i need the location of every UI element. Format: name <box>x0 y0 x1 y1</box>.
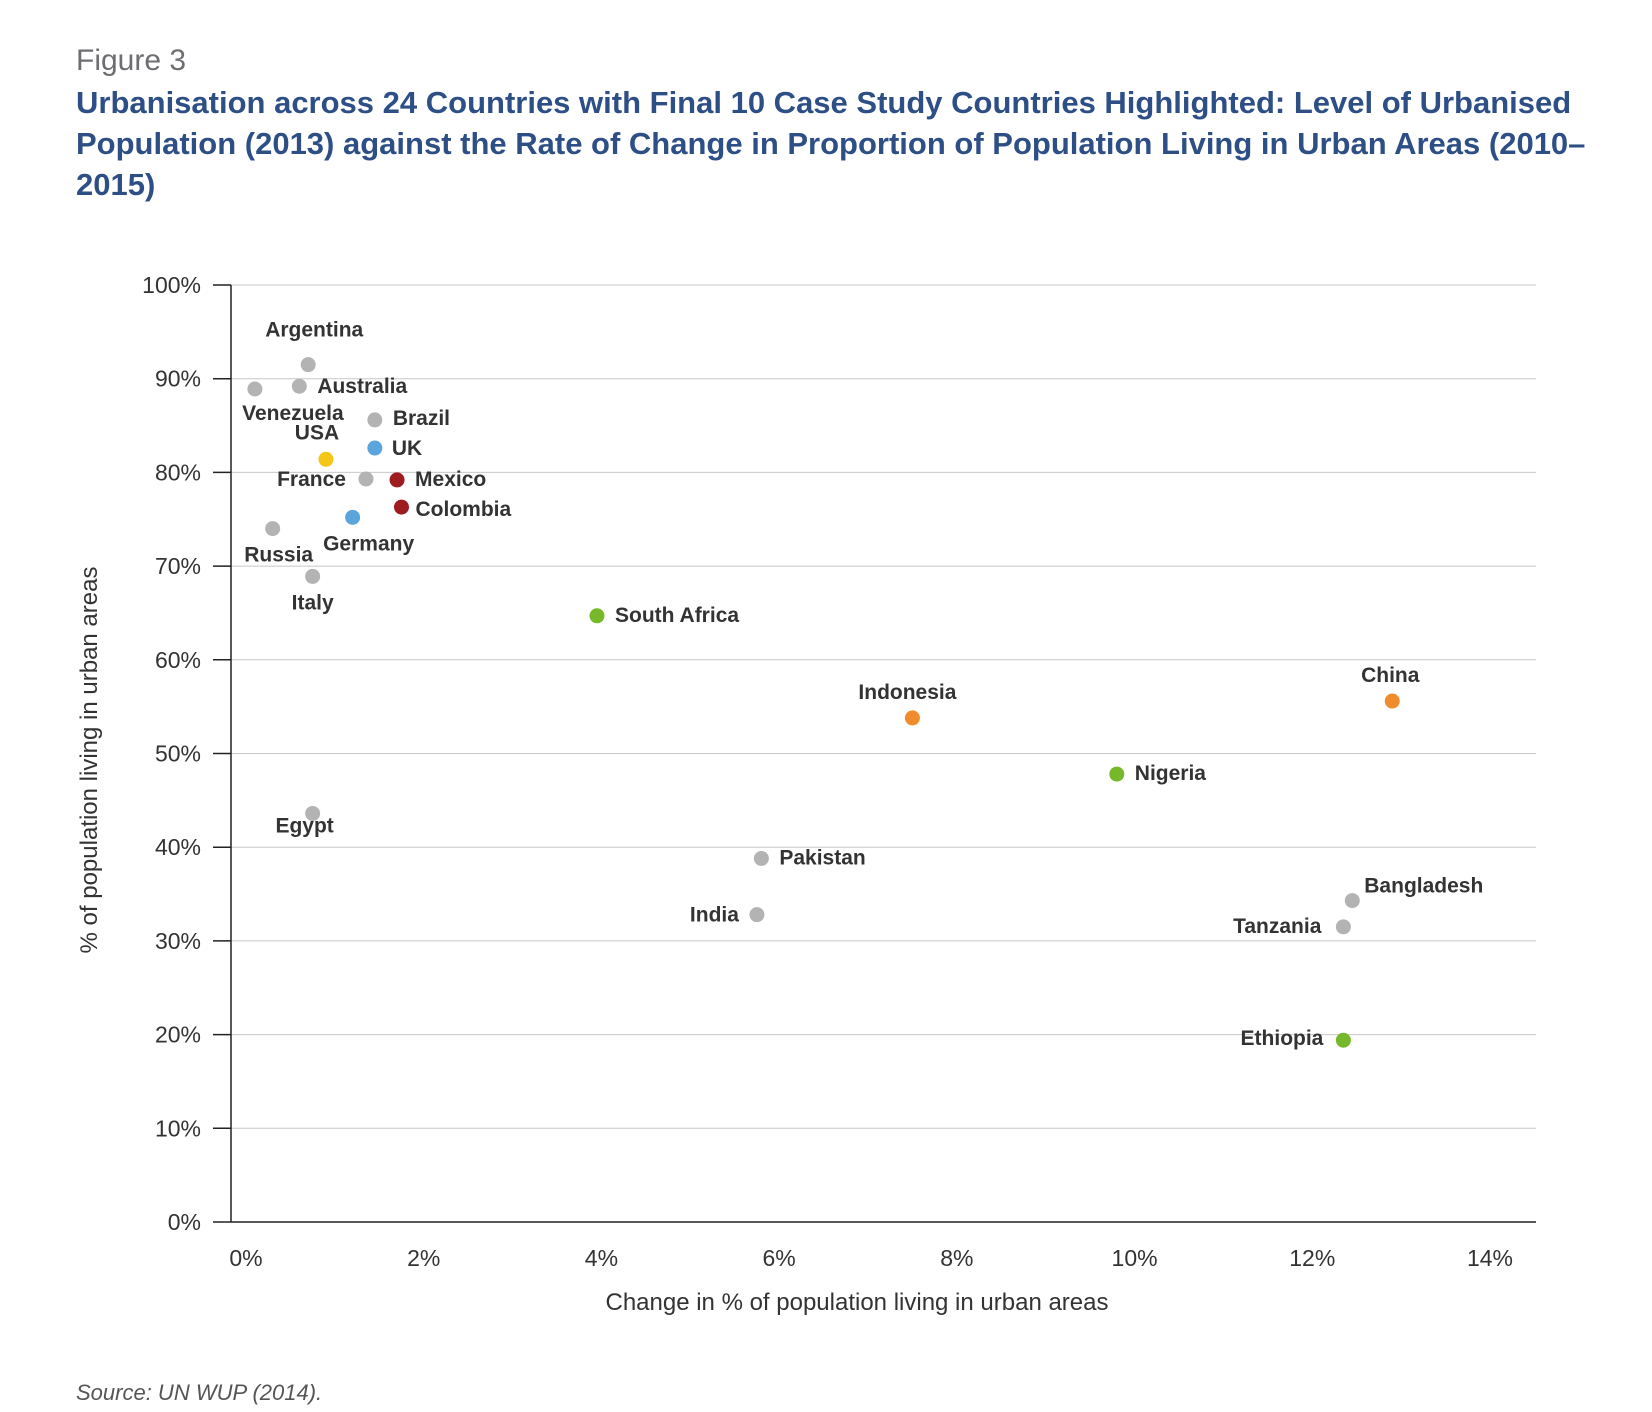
y-tick-label: 80% <box>155 459 201 485</box>
grid-lines <box>231 284 1536 1129</box>
x-axis-ticks: 0% 2% 4% 6% 8% 10% 12% 14% <box>229 1245 1513 1271</box>
point-label: Brazil <box>393 407 450 430</box>
data-point-russia[interactable] <box>265 521 281 537</box>
data-points <box>247 357 1400 1048</box>
chart-title: Urbanisation across 24 Countries with Fi… <box>76 85 1586 202</box>
point-label: Australia <box>317 375 407 398</box>
y-axis-ticks: 0% 10% 20% 30% 40% 50% 60% 70% 80% 90% 100% <box>142 272 231 1235</box>
point-label: USA <box>295 421 339 444</box>
y-tick-label: 10% <box>155 1115 201 1141</box>
point-label: Italy <box>292 591 334 614</box>
data-point-venezuela[interactable] <box>247 381 263 397</box>
x-tick-label: 6% <box>763 1245 796 1271</box>
point-label: Egypt <box>275 814 333 837</box>
y-tick-label: 40% <box>155 834 201 860</box>
y-tick-label: 70% <box>155 553 201 579</box>
data-point-pakistan[interactable] <box>753 850 769 866</box>
data-point-france[interactable] <box>358 471 374 487</box>
point-label: Indonesia <box>858 681 956 704</box>
x-axis-title: Change in % of population living in urba… <box>605 1289 1108 1316</box>
y-tick-label: 30% <box>155 928 201 954</box>
data-point-south-africa[interactable] <box>589 608 605 624</box>
point-label: India <box>690 904 739 927</box>
x-tick-label: 8% <box>940 1245 973 1271</box>
y-axis-title: % of population living in urban areas <box>76 567 103 954</box>
x-tick-label: 10% <box>1112 1245 1158 1271</box>
data-point-uk[interactable] <box>367 440 383 456</box>
data-point-bangladesh[interactable] <box>1344 893 1360 909</box>
point-labels: Argentina Australia Venezuela Brazil USA UK Fr… <box>242 319 1483 1051</box>
point-label: Germany <box>323 532 414 555</box>
data-point-germany[interactable] <box>345 509 361 525</box>
x-tick-label: 4% <box>585 1245 618 1271</box>
data-point-egypt[interactable] <box>305 805 321 821</box>
point-label: Argentina <box>265 319 363 342</box>
x-tick-label: 2% <box>407 1245 440 1271</box>
data-point-china[interactable] <box>1384 693 1400 709</box>
data-point-india[interactable] <box>749 907 765 923</box>
x-tick-label: 14% <box>1467 1245 1513 1271</box>
data-point-ethiopia[interactable] <box>1335 1032 1351 1048</box>
data-point-argentina[interactable] <box>300 357 316 373</box>
data-point-mexico[interactable] <box>389 472 405 488</box>
x-tick-label: 0% <box>229 1245 262 1271</box>
y-tick-label: 90% <box>155 366 201 392</box>
data-point-brazil[interactable] <box>367 412 383 428</box>
point-label: Ethiopia <box>1241 1027 1324 1050</box>
point-label: France <box>277 468 346 491</box>
y-tick-label: 0% <box>168 1209 201 1235</box>
data-point-australia[interactable] <box>291 378 307 394</box>
data-point-tanzania[interactable] <box>1335 919 1351 935</box>
point-label: Mexico <box>415 468 486 491</box>
data-point-colombia[interactable] <box>394 499 409 515</box>
y-tick-label: 60% <box>155 647 201 673</box>
point-label: Colombia <box>416 498 512 521</box>
y-tick-label: 100% <box>142 272 201 298</box>
figure-label: Figure 3 <box>76 44 187 77</box>
y-tick-label: 20% <box>155 1022 201 1048</box>
point-label: Nigeria <box>1135 762 1207 785</box>
point-label: South Africa <box>615 604 739 627</box>
data-point-italy[interactable] <box>305 568 321 584</box>
data-point-usa[interactable] <box>318 451 334 467</box>
data-point-indonesia[interactable] <box>904 710 920 726</box>
x-tick-label: 12% <box>1289 1245 1335 1271</box>
y-tick-label: 50% <box>155 741 201 767</box>
source-note: Source: UN WUP (2014). <box>76 1380 323 1405</box>
point-label: Pakistan <box>779 846 865 869</box>
point-label: China <box>1361 664 1420 687</box>
point-label: Bangladesh <box>1364 875 1483 898</box>
data-point-nigeria[interactable] <box>1109 766 1125 782</box>
point-label: Venezuela <box>242 402 344 425</box>
point-label: Russia <box>244 544 313 567</box>
point-label: UK <box>392 437 422 460</box>
point-label: Tanzania <box>1233 915 1322 938</box>
